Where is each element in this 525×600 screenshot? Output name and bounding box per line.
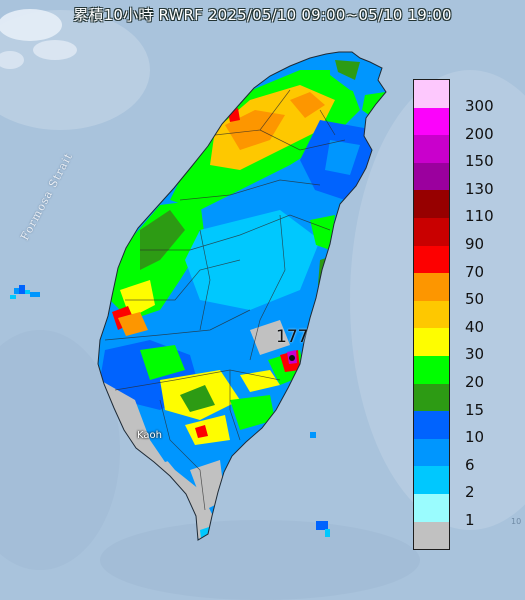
- edge-tick-label: 10: [511, 517, 522, 526]
- legend-swatch: [414, 355, 449, 384]
- max-rain-marker: [289, 355, 295, 361]
- legend-label: 300: [465, 97, 494, 115]
- legend-swatch: [414, 383, 449, 412]
- sea-swirl: [0, 330, 120, 570]
- legend-swatch: [414, 135, 449, 163]
- legend-swatch: [414, 107, 449, 136]
- legend-label: 30: [465, 345, 485, 364]
- legend-swatch: [414, 80, 449, 108]
- legend-swatch: [414, 190, 449, 218]
- legend-label: 2: [465, 483, 475, 502]
- color-legend: [413, 79, 450, 551]
- legend-swatch: [414, 273, 449, 301]
- max-rainfall-value: 177: [276, 327, 309, 347]
- legend-swatch: [414, 466, 449, 494]
- legend-swatch: [414, 300, 449, 329]
- legend-label: 40: [465, 317, 485, 336]
- legend-swatch: [414, 438, 449, 467]
- map-title: 累積10小時 RWRF 2025/05/10 09:00~05/10 19:00: [73, 6, 452, 24]
- legend-label: 6: [465, 455, 475, 474]
- legend-label: 70: [465, 262, 485, 281]
- legend-swatch: [414, 521, 449, 550]
- legend-label: 200: [465, 124, 494, 143]
- taiwan-coastline: [97, 51, 387, 541]
- legend-label: 110: [465, 207, 494, 226]
- legend-swatch: [414, 493, 449, 522]
- legend-label: 20: [465, 372, 485, 391]
- penghu-islands: [10, 285, 40, 299]
- legend-swatch: [414, 217, 449, 246]
- legend-label: 15: [465, 400, 485, 419]
- orchid-island: [316, 521, 330, 537]
- legend-swatch: [414, 411, 449, 439]
- cloud-patch: [0, 9, 62, 41]
- legend-label: 90: [465, 234, 485, 253]
- legend-label: 150: [465, 152, 494, 171]
- legend-label: 50: [465, 290, 485, 309]
- cloud-patch: [33, 40, 77, 60]
- city-label: Kaoh: [137, 430, 162, 441]
- legend-labels: 300 200 150 130 110 90 70 50 40 30 20 15 10 6 2 1: [454, 93, 514, 535]
- legend-swatch: [414, 328, 449, 356]
- legend-swatch: [414, 245, 449, 274]
- sea-swirl: [100, 520, 420, 600]
- legend-swatch: [414, 162, 449, 191]
- green-island: [310, 432, 316, 438]
- legend-label: 10: [465, 428, 485, 447]
- cloud-patch: [0, 51, 24, 69]
- legend-label: 1: [465, 510, 475, 529]
- legend-label: 130: [465, 179, 494, 198]
